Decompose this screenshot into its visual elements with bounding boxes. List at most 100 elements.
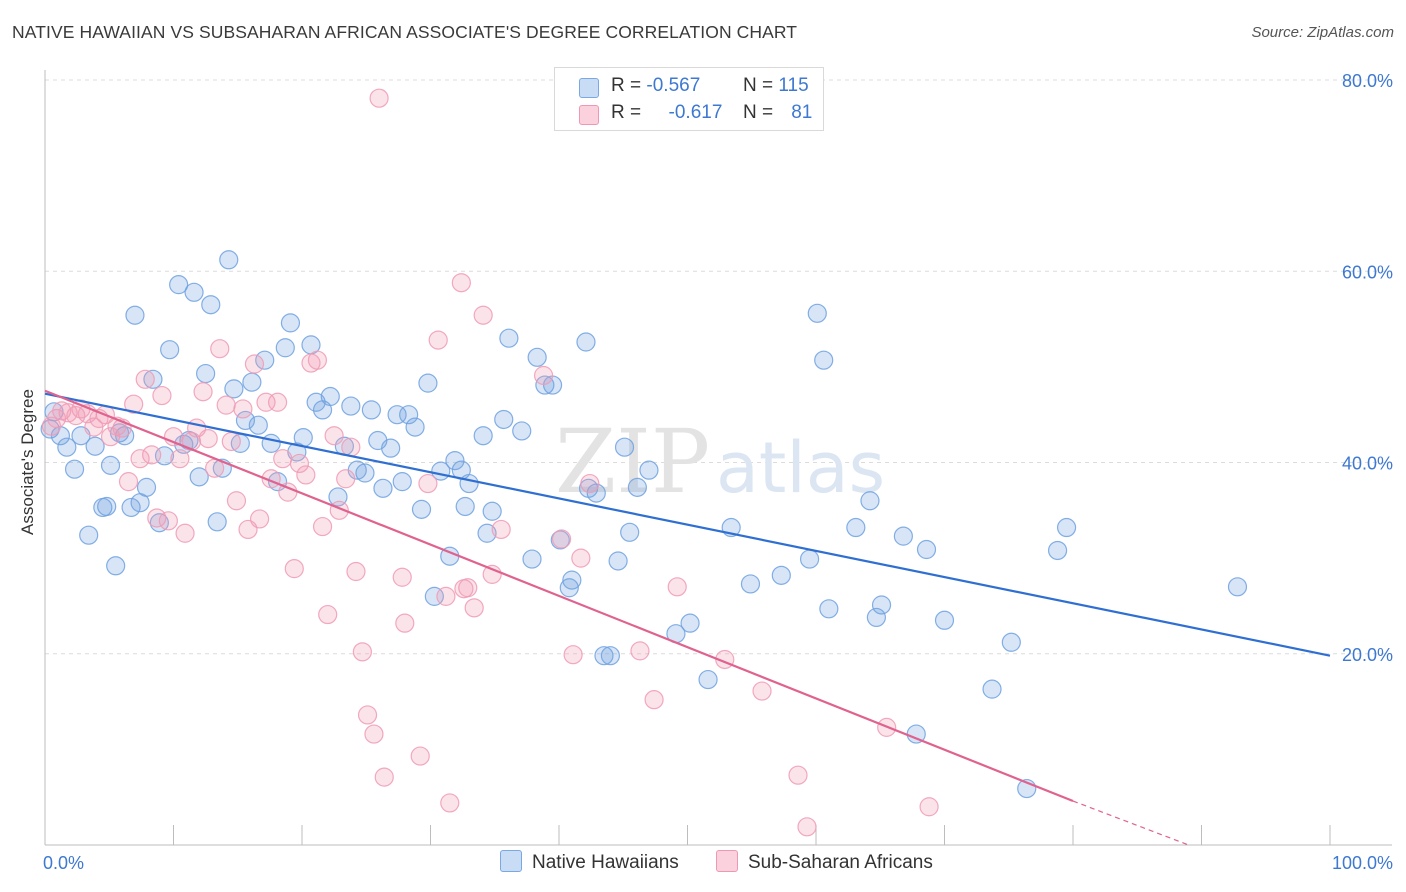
data-point: [193, 382, 213, 402]
trend-line-extension: [1072, 800, 1189, 846]
stats-legend: R = -0.567 N = 115 R = -0.617 N = 81: [554, 67, 824, 131]
data-point: [152, 385, 172, 406]
data-point: [136, 477, 157, 497]
data-point: [571, 548, 591, 568]
data-point: [411, 499, 432, 519]
tick-labels: 20.0% 40.0% 60.0% 80.0% 0.0% 100.0%: [43, 71, 1393, 873]
data-point: [919, 797, 939, 817]
data-point: [464, 598, 484, 618]
data-point: [819, 599, 839, 619]
data-point: [860, 491, 880, 511]
data-point: [346, 561, 366, 582]
data-point: [494, 409, 514, 430]
data-point: [627, 477, 647, 497]
data-point: [160, 340, 180, 360]
data-point: [115, 426, 135, 446]
data-point: [201, 295, 221, 315]
data-point: [893, 526, 913, 546]
data-point: [364, 724, 384, 744]
data-point: [392, 567, 412, 587]
data-point: [455, 496, 475, 517]
data-point: [600, 646, 621, 666]
data-point: [445, 450, 465, 471]
data-point: [125, 305, 145, 325]
data-point: [771, 565, 791, 585]
data-point: [499, 328, 519, 348]
data-point: [118, 472, 139, 492]
data-point: [58, 403, 78, 423]
data-point: [586, 483, 606, 503]
data-point: [143, 369, 163, 389]
data-point: [352, 642, 372, 662]
data-point: [550, 530, 570, 550]
data-point: [184, 282, 204, 302]
bottom-legend-swatch: [500, 850, 522, 872]
data-point: [369, 88, 389, 108]
data-point: [797, 817, 817, 837]
data-point: [608, 551, 628, 571]
data-point: [226, 491, 247, 511]
data-point: [563, 645, 583, 665]
data-point: [871, 595, 892, 615]
series-native-hawaiians: [40, 250, 1248, 799]
watermark-atlas: atlas: [716, 427, 885, 509]
bottom-legend-label: Sub-Saharan Africans: [748, 852, 933, 873]
data-point: [57, 437, 77, 457]
data-point: [233, 399, 253, 419]
data-point: [639, 460, 659, 480]
data-point: [512, 421, 532, 441]
data-point: [273, 449, 293, 469]
data-point: [135, 369, 155, 389]
data-point: [207, 512, 227, 532]
data-point: [121, 497, 141, 518]
watermark-zip: ZIP: [555, 410, 710, 513]
y-tick-label: 20.0%: [1342, 645, 1393, 665]
data-point: [1001, 632, 1021, 652]
data-point: [451, 273, 471, 293]
data-point: [249, 509, 270, 529]
data-point: [324, 426, 344, 446]
data-point: [196, 363, 216, 384]
axes: [44, 70, 1392, 846]
data-point: [373, 478, 393, 498]
data-point: [418, 473, 438, 494]
data-point: [142, 445, 162, 465]
bottom-legend-swatch: [716, 850, 738, 872]
data-point: [224, 379, 244, 399]
data-point: [799, 549, 820, 569]
data-point: [533, 365, 554, 386]
data-point: [106, 556, 126, 576]
data-point: [79, 525, 99, 545]
data-point: [284, 559, 304, 579]
data-point: [551, 529, 572, 549]
data-point: [846, 517, 866, 538]
data-point: [357, 705, 378, 725]
data-point: [244, 354, 265, 374]
data-point: [473, 426, 493, 446]
data-point: [307, 350, 328, 370]
data-point: [336, 469, 356, 489]
data-point: [410, 746, 430, 766]
data-point: [1047, 540, 1068, 561]
data-point: [620, 522, 640, 542]
data-point: [170, 449, 190, 469]
data-point: [458, 578, 478, 598]
data-point: [866, 607, 886, 628]
data-point: [916, 539, 937, 560]
chart-source: Source: ZipAtlas.com: [1251, 24, 1394, 41]
trend-lines: [44, 389, 1331, 846]
data-point: [559, 578, 579, 598]
data-point: [1056, 517, 1077, 538]
data-point: [216, 395, 236, 415]
data-point: [562, 570, 582, 590]
data-point: [275, 338, 295, 358]
data-point: [189, 467, 209, 487]
x-tick-label: 0.0%: [43, 853, 84, 873]
data-point: [374, 767, 394, 787]
data-point: [527, 347, 547, 367]
data-point: [594, 646, 614, 666]
data-point: [242, 372, 262, 392]
data-point: [235, 410, 256, 431]
data-point: [418, 373, 438, 393]
